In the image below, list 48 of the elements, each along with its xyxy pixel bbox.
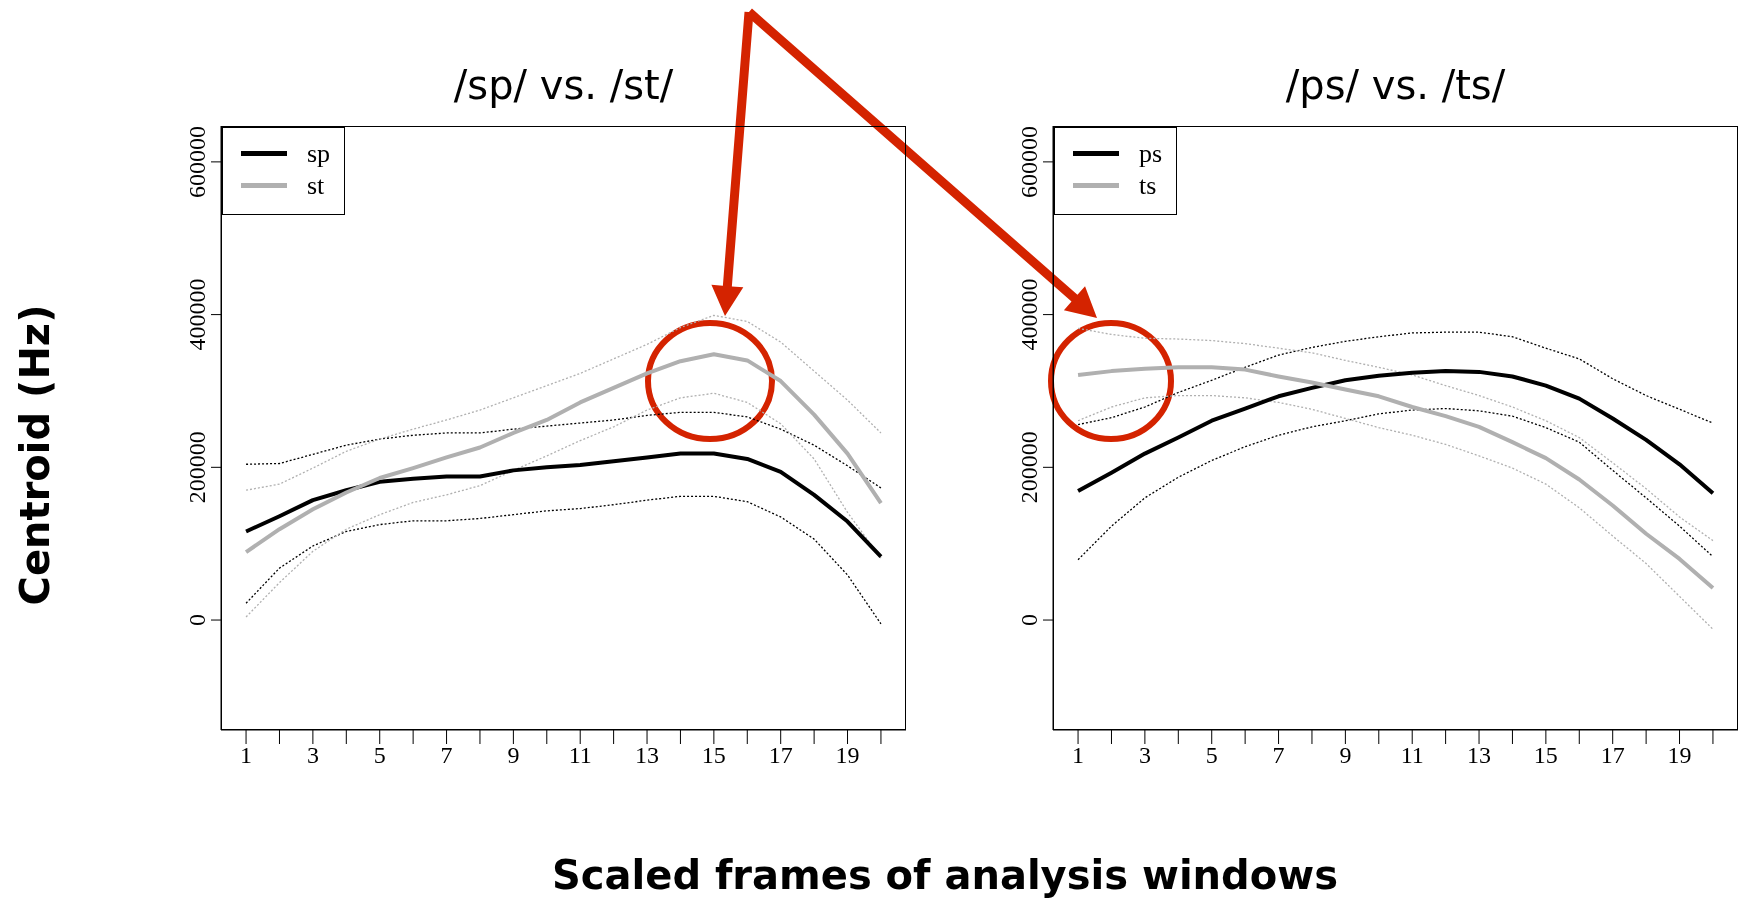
x-tick-label: 11	[1400, 742, 1424, 769]
y-tick-label: 400000	[1016, 278, 1042, 351]
chart-title: /ps/ vs. /ts/	[1284, 62, 1507, 108]
y-axis-title: Centroid (Hz)	[12, 304, 58, 606]
legend-label: sp	[307, 139, 331, 169]
y-tick-label: 400000	[184, 278, 210, 351]
x-tick-label: 9	[1339, 742, 1352, 769]
y-tick-label: 200000	[184, 431, 210, 504]
x-axis-title: Scaled frames of analysis windows	[551, 852, 1339, 898]
x-tick-label: 3	[1138, 742, 1151, 769]
x-tick-label: 7	[440, 742, 453, 769]
line-series	[1077, 394, 1714, 630]
x-tick-label: 11	[568, 742, 592, 769]
x-tick-label: 19	[835, 742, 860, 769]
chart-title: /sp/ vs. /st/	[452, 62, 675, 108]
x-tick-label: 17	[1600, 742, 1625, 769]
x-tick-label: 5	[373, 742, 386, 769]
x-tick-label: 1	[240, 742, 253, 769]
y-tick-label: 0	[1016, 614, 1042, 627]
line-series	[1077, 407, 1714, 561]
legend-label: ts	[1139, 171, 1157, 201]
line-series	[1076, 369, 1715, 496]
line-series	[1077, 331, 1714, 426]
x-tick-label: 5	[1205, 742, 1218, 769]
line-series	[245, 314, 882, 491]
line-series	[245, 495, 882, 625]
line-series	[1076, 365, 1715, 590]
y-tick-label: 600000	[1016, 125, 1042, 198]
line-series	[244, 451, 883, 559]
x-tick-label: 17	[768, 742, 793, 769]
line-series	[245, 392, 882, 618]
legend-label: ps	[1139, 139, 1163, 169]
x-tick-label: 1	[1072, 742, 1085, 769]
y-tick-label: 0	[184, 614, 210, 627]
y-tick-label: 200000	[1016, 431, 1042, 504]
x-tick-label: 19	[1667, 742, 1692, 769]
y-tick-label: 600000	[184, 125, 210, 198]
x-tick-label: 9	[507, 742, 520, 769]
legend-label: st	[307, 171, 325, 201]
x-tick-label: 13	[1467, 742, 1492, 769]
x-tick-label: 15	[701, 742, 726, 769]
line-series	[245, 411, 882, 489]
line-series	[244, 352, 883, 555]
x-tick-label: 7	[1272, 742, 1285, 769]
x-tick-label: 3	[306, 742, 319, 769]
line-series	[1077, 327, 1714, 542]
x-tick-label: 15	[1533, 742, 1558, 769]
x-tick-label: 13	[635, 742, 660, 769]
